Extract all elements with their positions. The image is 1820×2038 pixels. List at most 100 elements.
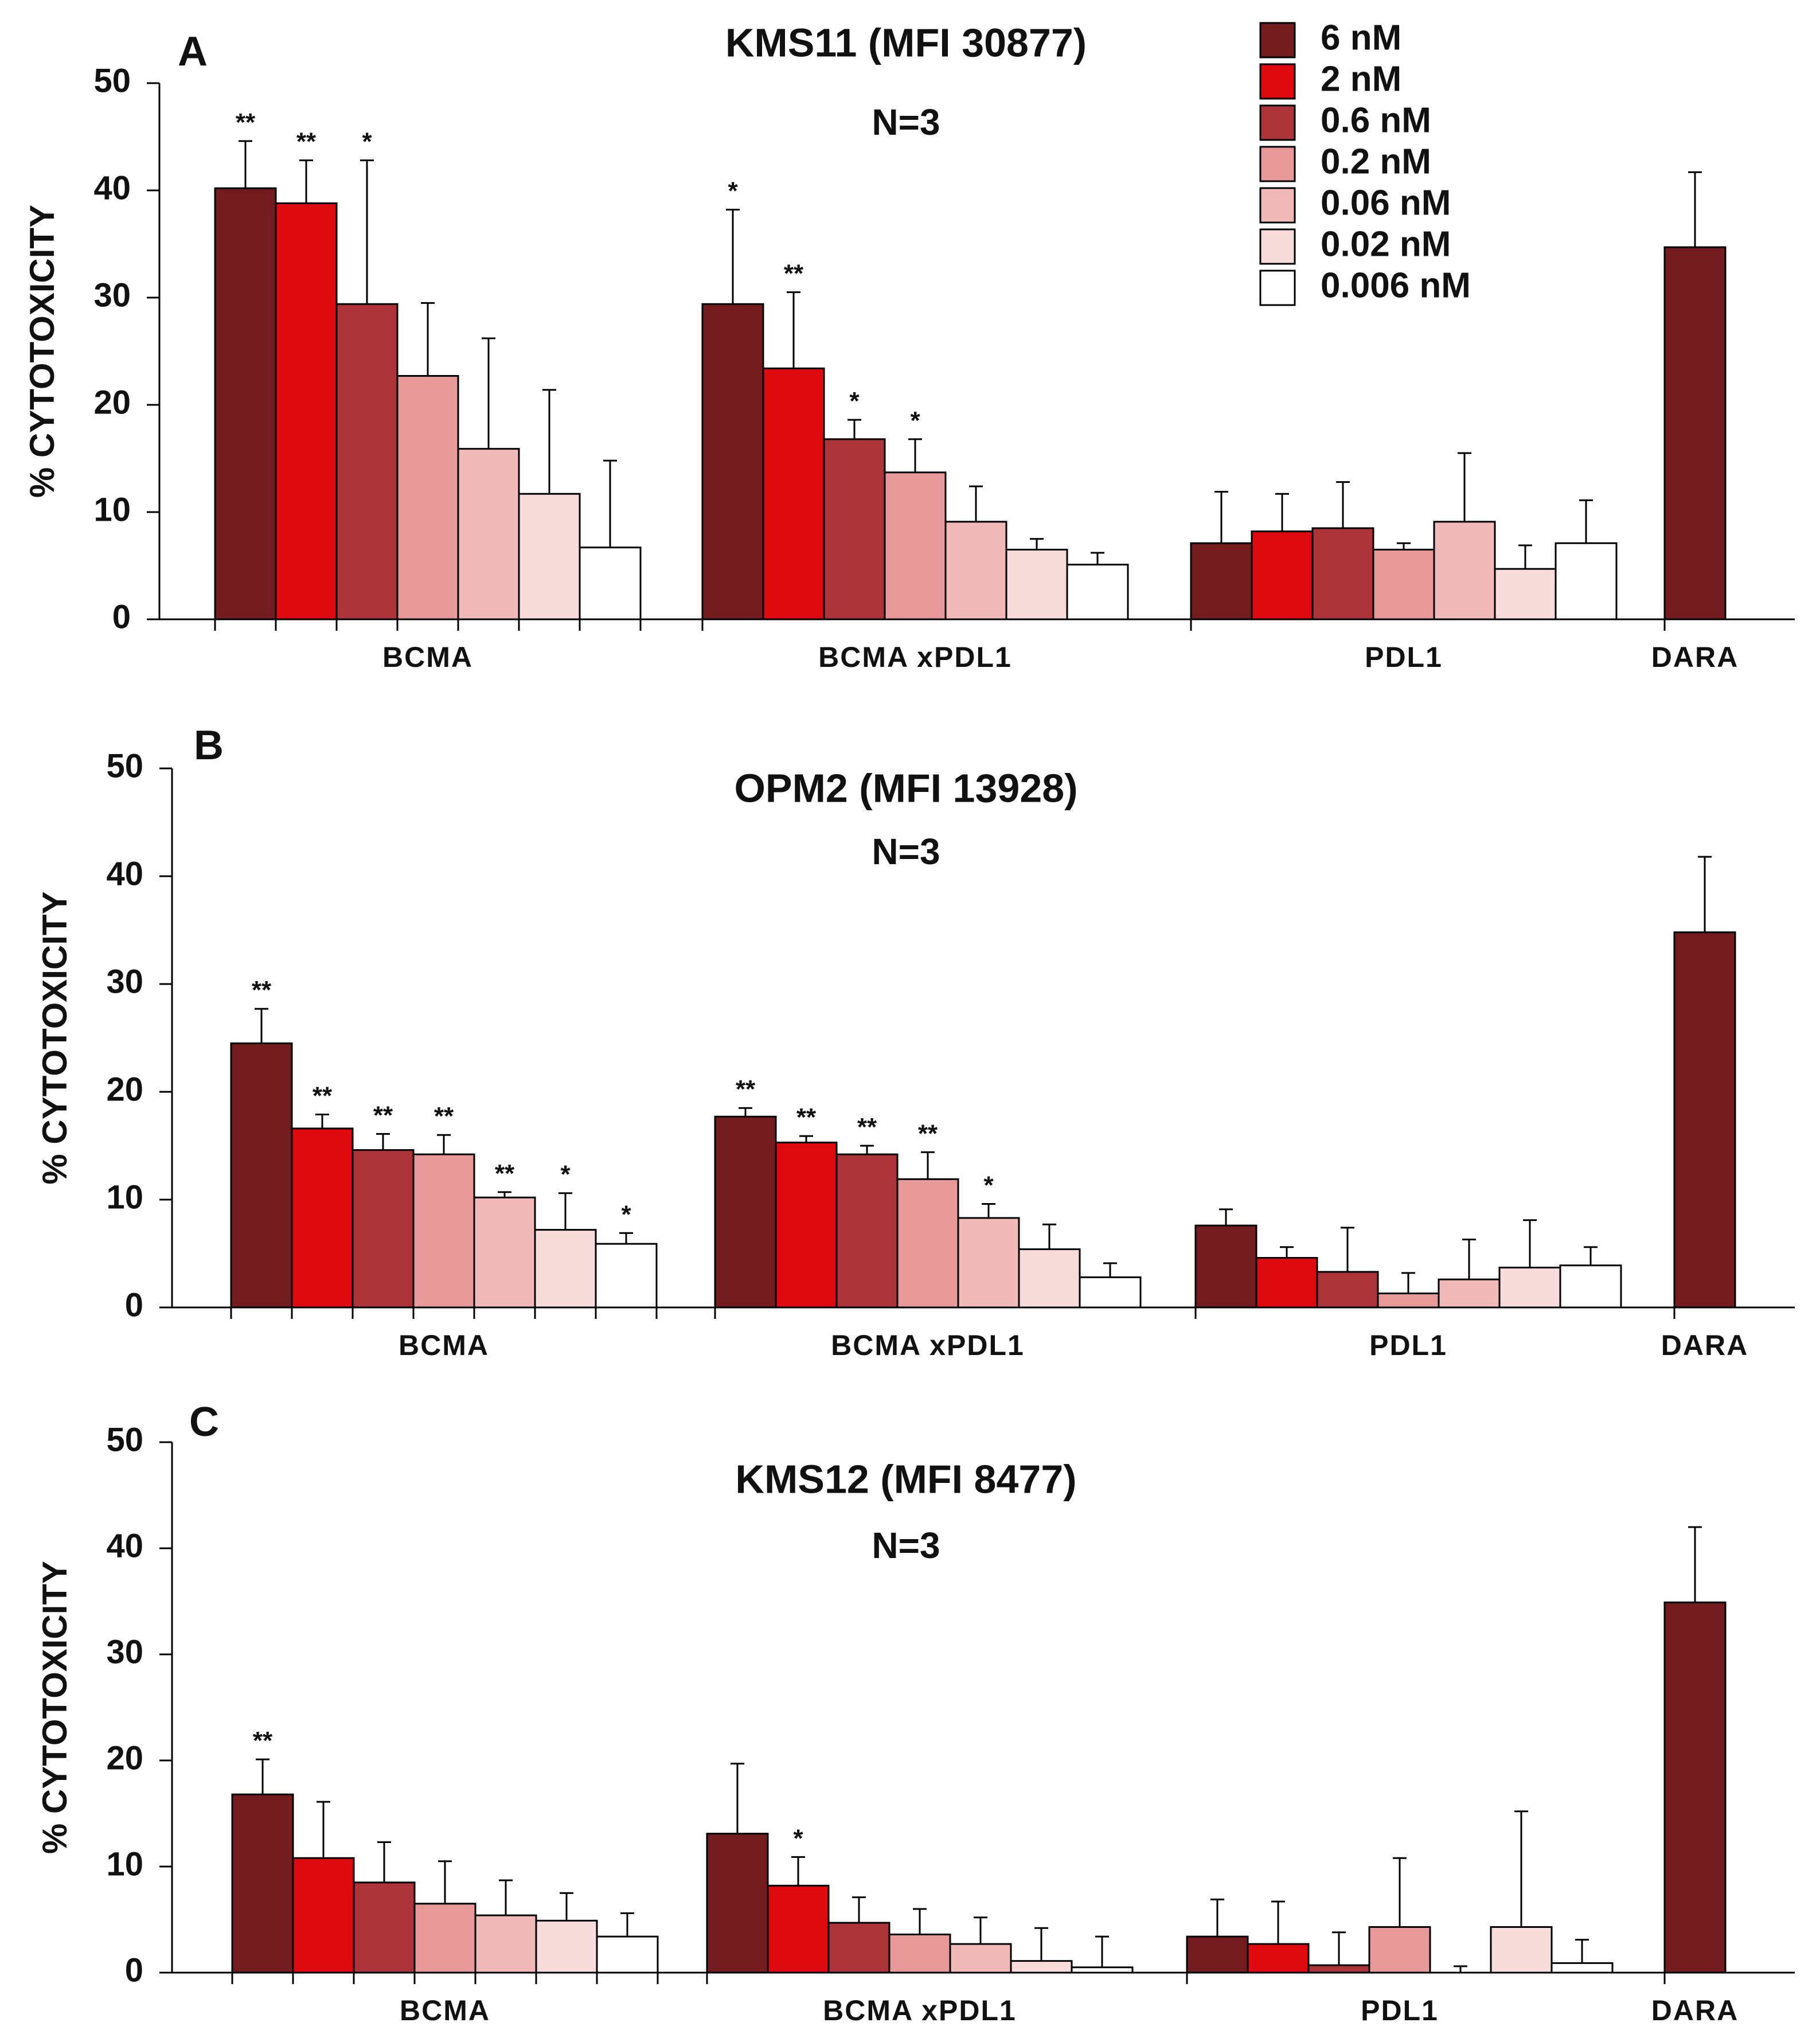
bar-bcma-xpdl1-0p06nM (949, 1943, 1012, 1974)
panel-letter: C (189, 1399, 219, 1445)
bar-bcma-xpdl1-0p02nM (1018, 1248, 1081, 1309)
significance-label: * (910, 407, 920, 435)
y-tick-label: 30 (106, 1633, 143, 1670)
bar-pdl1-6nM (1190, 542, 1253, 620)
bar-bcma-xpdl1-0p6nM (823, 438, 886, 620)
significance-label: * (621, 1200, 631, 1228)
legend-swatch (1259, 146, 1296, 182)
y-tick-label: 30 (106, 963, 143, 1000)
bar-pdl1-0p2nM (1368, 1926, 1431, 1974)
y-tick-label: 0 (125, 1951, 143, 1989)
significance-label: ** (784, 260, 804, 288)
bar-pdl1-0p02nM (1490, 1926, 1553, 1974)
significance-label: ** (434, 1102, 454, 1130)
bar-bcma-0p006nM (595, 1243, 658, 1309)
chart-title: KMS12 (MFI 8477) (735, 1457, 1076, 1501)
significance-label: ** (313, 1082, 333, 1110)
chart-subtitle: N=3 (872, 1525, 940, 1566)
panel-letter: A (178, 29, 208, 75)
legend-label: 0.02 nM (1321, 224, 1451, 264)
legend: 6 nM2 nM0.6 nM0.2 nM0.06 nM0.02 nM0.006 … (1259, 18, 1471, 306)
legend-label: 2 nM (1321, 59, 1401, 99)
bar-dara-6nM (1663, 246, 1727, 620)
bar-bcma-2nM (292, 1857, 355, 1974)
bar-bcma-6nM (214, 187, 277, 620)
bar-bcma-xpdl1-0p2nM (884, 471, 947, 620)
y-tick-label: 0 (125, 1286, 143, 1323)
significance-label: * (849, 387, 860, 415)
bar-bcma-xpdl1-0p02nM (1010, 1960, 1073, 1974)
x-category-label: DARA (1661, 1329, 1748, 1361)
y-tick-label: 10 (106, 1178, 143, 1216)
legend-label: 0.6 nM (1321, 100, 1431, 140)
bar-bcma-0p6nM (351, 1149, 415, 1309)
x-category-label: BCMA xPDL1 (823, 1994, 1017, 2027)
bar-pdl1-0p2nM (1372, 548, 1435, 620)
chart-panel-c: C KMS12 (MFI 8477) N=3 % CYTOTOXICITY 0 10 20 3… (36, 1399, 1795, 2027)
bar-pdl1-0p02nM (1498, 1266, 1561, 1309)
legend-swatch (1259, 22, 1296, 58)
bar-pdl1-0p02nM (1494, 568, 1557, 620)
legend-swatch (1259, 228, 1296, 265)
bar-bcma-0p02nM (535, 1919, 598, 1974)
legend-swatch (1259, 104, 1296, 141)
significance-label: ** (918, 1119, 938, 1147)
y-tick-label: 30 (93, 276, 131, 314)
bar-pdl1-0p06nM (1438, 1278, 1501, 1309)
bar-pdl1-0p006nM (1559, 1264, 1622, 1309)
legend-swatch (1259, 270, 1296, 306)
bar-bcma-0p006nM (579, 546, 642, 620)
bar-bcma-0p06nM (457, 448, 520, 620)
bar-bcma-xpdl1-0p006nM (1066, 564, 1129, 620)
y-axis-label: % CYTOTOXICITY (36, 1561, 74, 1854)
x-category-label: BCMA (382, 641, 473, 673)
panel-letter: B (194, 723, 224, 768)
bar-dara-6nM (1663, 1601, 1727, 1974)
bar-bcma-xpdl1-6nM (714, 1115, 777, 1309)
bar-bcma-2nM (275, 202, 338, 620)
y-tick-label: 40 (106, 1527, 143, 1564)
chart-subtitle: N=3 (872, 831, 940, 872)
bar-bcma-xpdl1-6nM (706, 1833, 769, 1974)
legend-label: 0.06 nM (1321, 183, 1451, 222)
significance-label: ** (253, 1727, 273, 1755)
legend-swatch (1259, 187, 1296, 224)
bar-bcma-xpdl1-0p6nM (835, 1153, 899, 1309)
bar-bcma-xpdl1-0p006nM (1079, 1276, 1142, 1309)
bar-pdl1-0p006nM (1555, 542, 1618, 620)
bar-bcma-xpdl1-0p02nM (1005, 548, 1068, 620)
y-tick-label: 50 (106, 1421, 143, 1458)
significance-label: ** (736, 1075, 756, 1103)
significance-label: * (728, 177, 738, 205)
chart-panel-b: B OPM2 (MFI 13928) N=3 % CYTOTOXICITY 0 10 20 3… (36, 723, 1795, 1361)
y-axis-label: % CYTOTOXICITY (23, 205, 61, 498)
significance-label: ** (857, 1113, 877, 1141)
y-axis-label: % CYTOTOXICITY (36, 891, 74, 1184)
bar-pdl1-0p6nM (1316, 1271, 1379, 1309)
bar-bcma-xpdl1-0p006nM (1071, 1966, 1134, 1974)
bar-bcma-0p06nM (474, 1914, 537, 1974)
bar-bcma-0p006nM (596, 1935, 659, 1974)
bar-pdl1-6nM (1194, 1224, 1257, 1309)
significance-label: ** (796, 1103, 817, 1131)
significance-label: ** (236, 108, 256, 136)
bar-bcma-xpdl1-0p06nM (957, 1217, 1020, 1309)
significance-label: * (793, 1824, 803, 1852)
bar-pdl1-2nM (1251, 530, 1314, 620)
chart-title: OPM2 (MFI 13928) (734, 766, 1077, 810)
bar-bcma-0p6nM (335, 303, 399, 620)
significance-label: * (983, 1172, 994, 1200)
bar-bcma-0p2nM (396, 375, 459, 620)
bar-bcma-xpdl1-2nM (775, 1141, 838, 1309)
bar-pdl1-0p2nM (1377, 1293, 1440, 1309)
bar-bcma-6nM (231, 1793, 294, 1974)
bar-pdl1-0p006nM (1550, 1962, 1614, 1974)
chart-title: KMS11 (MFI 30877) (725, 20, 1087, 65)
x-category-label: DARA (1651, 641, 1739, 673)
x-category-label: PDL1 (1365, 641, 1443, 673)
y-tick-label: 10 (93, 491, 131, 528)
y-tick-label: 50 (93, 62, 131, 99)
bar-bcma-xpdl1-0p2nM (896, 1178, 959, 1309)
significance-label: ** (373, 1101, 393, 1129)
